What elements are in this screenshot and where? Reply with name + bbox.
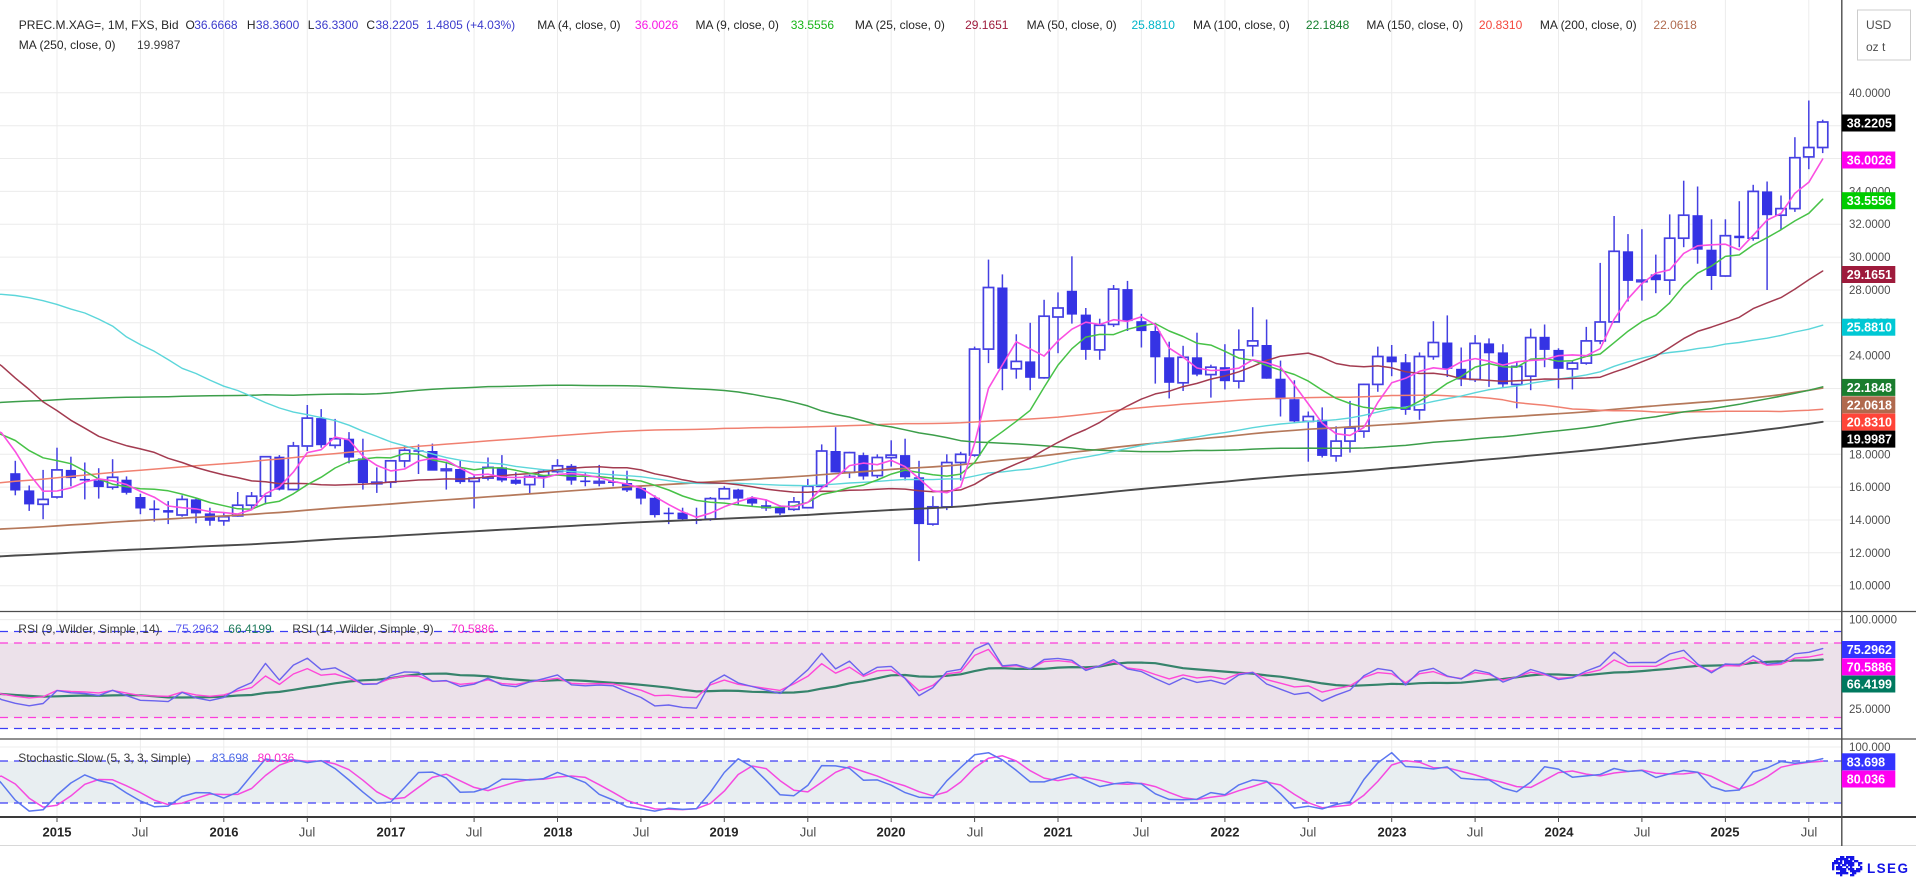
svg-text:LSEG: LSEG bbox=[1867, 861, 1909, 876]
svg-text:25.8810: 25.8810 bbox=[1847, 321, 1892, 335]
svg-text:2025: 2025 bbox=[1711, 824, 1740, 839]
svg-text:25.0000: 25.0000 bbox=[1849, 704, 1891, 716]
svg-text:Jul: Jul bbox=[633, 824, 650, 839]
svg-text:38.2205: 38.2205 bbox=[1847, 117, 1892, 131]
svg-text:2016: 2016 bbox=[210, 824, 239, 839]
svg-text:75.2962: 75.2962 bbox=[1847, 643, 1892, 657]
svg-text:70.5886: 70.5886 bbox=[1847, 660, 1892, 674]
svg-text:100.0000: 100.0000 bbox=[1849, 615, 1897, 627]
svg-text:2017: 2017 bbox=[377, 824, 406, 839]
svg-text:22.0618: 22.0618 bbox=[1847, 398, 1892, 412]
svg-text:19.9987: 19.9987 bbox=[1847, 433, 1892, 447]
svg-text:20.8310: 20.8310 bbox=[1847, 416, 1892, 430]
svg-text:Jul: Jul bbox=[1467, 824, 1484, 839]
svg-text:Jul: Jul bbox=[1133, 824, 1150, 839]
svg-text:80.036: 80.036 bbox=[1847, 773, 1885, 787]
svg-text:33.5556: 33.5556 bbox=[1847, 194, 1892, 208]
svg-text:10.0000: 10.0000 bbox=[1849, 581, 1891, 593]
svg-text:Jul: Jul bbox=[1801, 824, 1818, 839]
svg-text:32.0000: 32.0000 bbox=[1849, 219, 1891, 231]
svg-text:Jul: Jul bbox=[132, 824, 149, 839]
svg-text:12.0000: 12.0000 bbox=[1849, 548, 1891, 560]
svg-text:29.1651: 29.1651 bbox=[1847, 268, 1892, 282]
svg-text:18.0000: 18.0000 bbox=[1849, 449, 1891, 461]
svg-text:2015: 2015 bbox=[43, 824, 72, 839]
svg-text:30.0000: 30.0000 bbox=[1849, 252, 1891, 264]
svg-text:22.1848: 22.1848 bbox=[1847, 381, 1892, 395]
svg-text:Jul: Jul bbox=[299, 824, 316, 839]
svg-text:2022: 2022 bbox=[1211, 824, 1240, 839]
svg-text:Jul: Jul bbox=[1300, 824, 1317, 839]
svg-text:28.0000: 28.0000 bbox=[1849, 285, 1891, 297]
svg-text:100.000: 100.000 bbox=[1849, 742, 1891, 754]
svg-text:2020: 2020 bbox=[877, 824, 906, 839]
svg-text:2018: 2018 bbox=[544, 824, 573, 839]
svg-text:83.698: 83.698 bbox=[1847, 755, 1885, 769]
svg-text:2023: 2023 bbox=[1378, 824, 1407, 839]
svg-text:Jul: Jul bbox=[967, 824, 984, 839]
svg-text:2021: 2021 bbox=[1044, 824, 1073, 839]
svg-text:Jul: Jul bbox=[466, 824, 483, 839]
svg-text:oz t: oz t bbox=[1866, 40, 1886, 54]
svg-text:Jul: Jul bbox=[800, 824, 817, 839]
svg-text:40.0000: 40.0000 bbox=[1849, 88, 1891, 100]
svg-text:24.0000: 24.0000 bbox=[1849, 351, 1891, 363]
svg-text:2024: 2024 bbox=[1545, 824, 1575, 839]
svg-text:14.0000: 14.0000 bbox=[1849, 515, 1891, 527]
svg-text:2019: 2019 bbox=[710, 824, 739, 839]
svg-text:36.0026: 36.0026 bbox=[1847, 154, 1892, 168]
svg-text:66.4199: 66.4199 bbox=[1847, 678, 1892, 692]
svg-text:Jul: Jul bbox=[1634, 824, 1651, 839]
svg-text:USD: USD bbox=[1866, 18, 1892, 32]
svg-text:16.0000: 16.0000 bbox=[1849, 482, 1891, 494]
